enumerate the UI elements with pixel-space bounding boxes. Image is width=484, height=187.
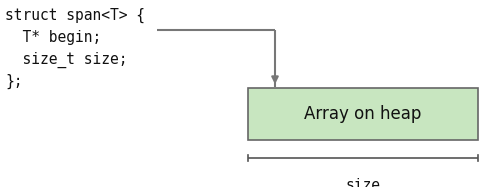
Text: T* begin;: T* begin; <box>5 30 101 45</box>
Text: Array on heap: Array on heap <box>303 105 421 123</box>
Text: size: size <box>345 178 380 187</box>
Text: struct span<T> {: struct span<T> { <box>5 8 145 23</box>
Bar <box>247 88 477 140</box>
Text: size_t size;: size_t size; <box>5 52 127 68</box>
Text: };: }; <box>5 74 22 89</box>
